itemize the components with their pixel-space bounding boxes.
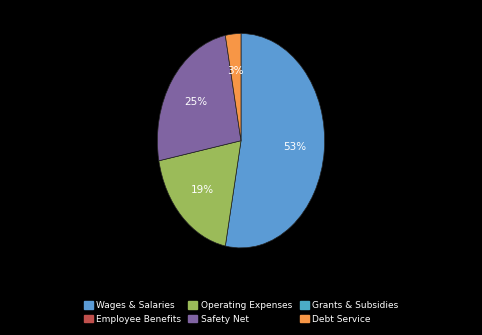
Legend: Wages & Salaries, Employee Benefits, Operating Expenses, Safety Net, Grants & Su: Wages & Salaries, Employee Benefits, Ope… [80, 297, 402, 327]
Wedge shape [225, 34, 241, 141]
Text: 53%: 53% [283, 142, 307, 152]
Text: 25%: 25% [185, 96, 208, 107]
Text: 3%: 3% [228, 66, 244, 76]
Wedge shape [159, 141, 241, 246]
Wedge shape [225, 34, 324, 248]
Text: 19%: 19% [191, 185, 214, 195]
Wedge shape [158, 36, 241, 161]
